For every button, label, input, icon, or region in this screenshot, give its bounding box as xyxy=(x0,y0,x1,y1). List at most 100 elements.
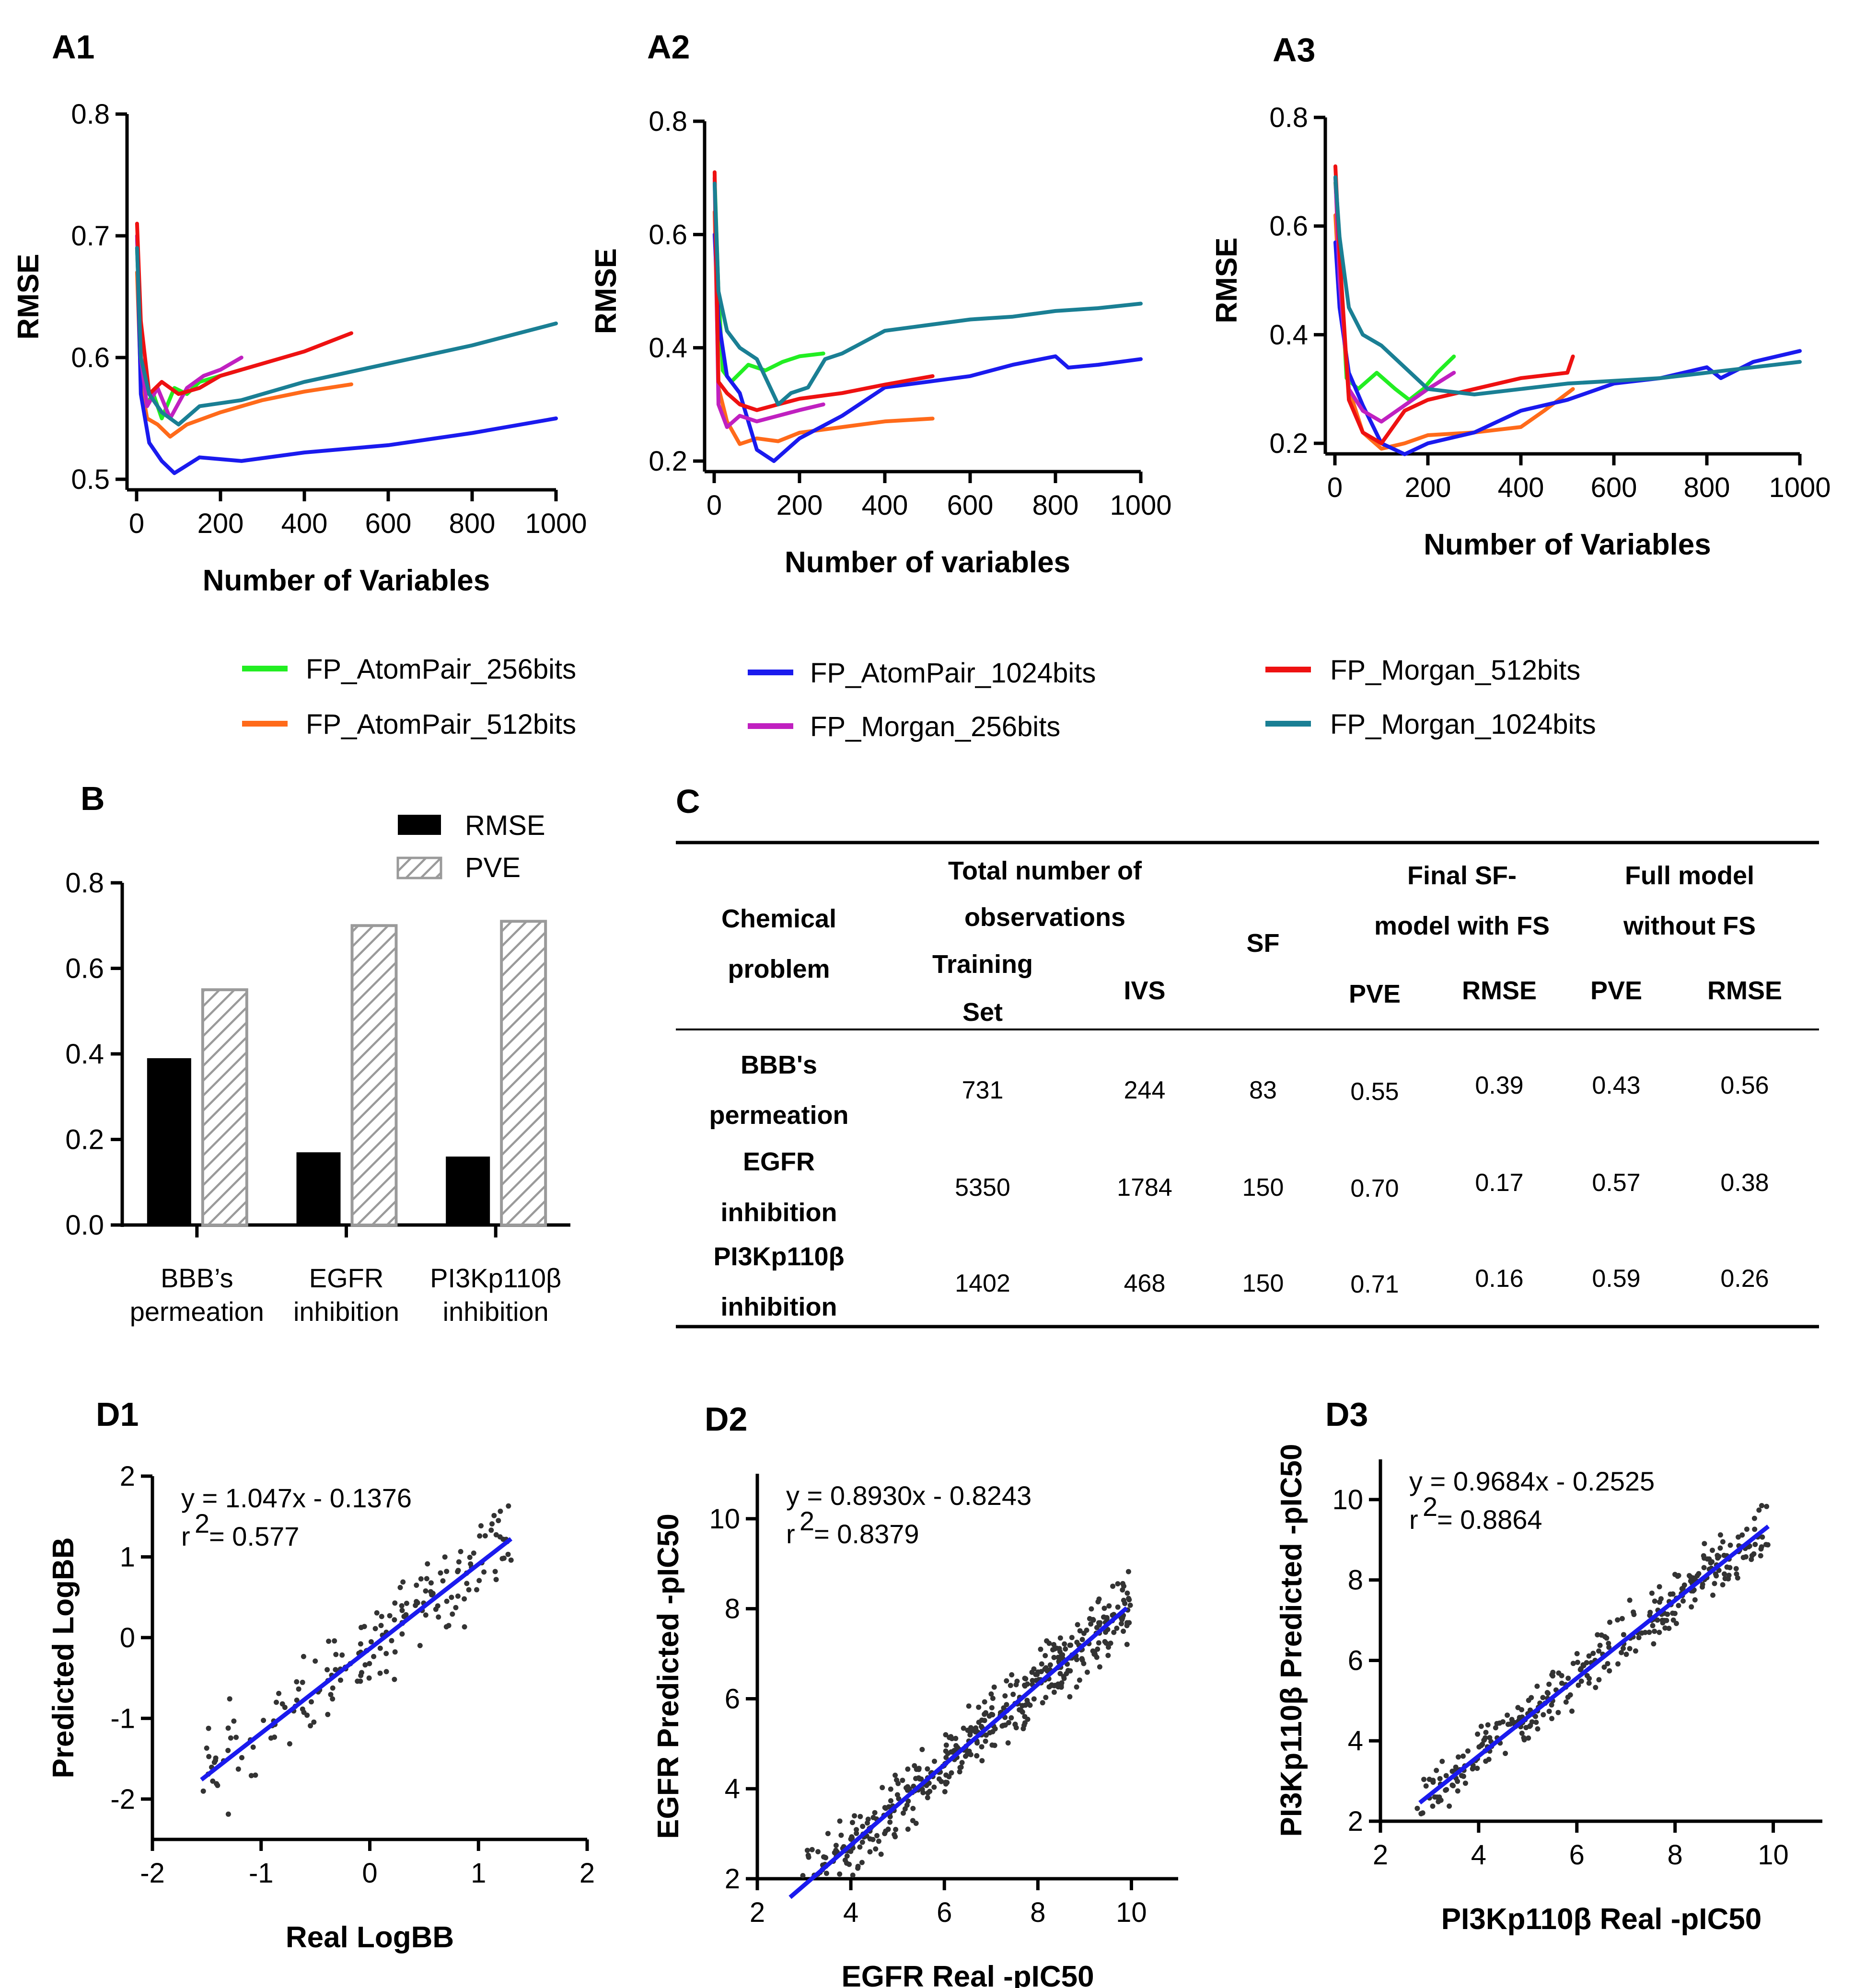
r-squared-label: r xyxy=(181,1521,190,1551)
data-point xyxy=(1096,1640,1101,1646)
y-tick-label: 0.8 xyxy=(71,99,110,130)
x-axis-label: Number of variables xyxy=(785,546,1070,579)
data-point xyxy=(1722,1571,1727,1577)
data-point xyxy=(1565,1676,1571,1681)
x-tick-label: 8 xyxy=(1030,1897,1045,1928)
legend-a: FP_AtomPair_256bits FP_AtomPair_512bits … xyxy=(242,654,1596,742)
data-point xyxy=(1031,1666,1037,1672)
data-point xyxy=(225,1725,231,1731)
data-point xyxy=(489,1521,495,1527)
data-point xyxy=(989,1742,995,1748)
cell-pve-fs: 0.70 xyxy=(1350,1175,1399,1202)
data-point xyxy=(887,1819,893,1825)
data-point xyxy=(1443,1773,1449,1779)
data-point xyxy=(887,1814,893,1819)
y-tick-label: 0.5 xyxy=(71,464,110,495)
data-point xyxy=(1652,1629,1657,1634)
data-point xyxy=(1101,1614,1106,1620)
data-point xyxy=(925,1795,930,1801)
data-point xyxy=(973,1725,979,1731)
data-point xyxy=(1051,1654,1057,1660)
data-point xyxy=(976,1704,982,1710)
header-training-1: Training xyxy=(932,950,1033,979)
data-point xyxy=(1105,1653,1111,1658)
data-point xyxy=(1010,1691,1016,1697)
data-point xyxy=(1119,1621,1124,1627)
data-point xyxy=(274,1699,279,1705)
data-point xyxy=(446,1623,452,1629)
data-point xyxy=(415,1600,420,1606)
data-point xyxy=(1430,1803,1436,1809)
data-point xyxy=(1002,1693,1008,1699)
data-point xyxy=(944,1780,950,1785)
data-point xyxy=(328,1692,334,1698)
data-point xyxy=(1519,1707,1525,1712)
data-point xyxy=(1008,1715,1014,1721)
data-point xyxy=(1569,1708,1575,1714)
data-point xyxy=(1664,1618,1669,1623)
data-point xyxy=(1680,1598,1686,1604)
data-point xyxy=(1593,1685,1599,1690)
data-point xyxy=(488,1527,494,1533)
data-point xyxy=(1706,1556,1712,1562)
data-point xyxy=(225,1811,231,1817)
data-point xyxy=(287,1741,292,1746)
data-point xyxy=(857,1814,863,1819)
data-point xyxy=(1619,1616,1625,1621)
data-point xyxy=(1056,1646,1062,1652)
data-point xyxy=(423,1612,429,1618)
data-point xyxy=(1102,1639,1108,1644)
data-point xyxy=(467,1555,473,1560)
y-tick-label: 0.4 xyxy=(65,1039,104,1070)
data-point xyxy=(496,1518,501,1524)
data-point xyxy=(1759,1503,1764,1508)
y-axis-label: PI3Kp110β Predicted -pIC50 xyxy=(1275,1444,1308,1837)
data-point xyxy=(1127,1602,1133,1608)
cell-training: 731 xyxy=(962,1076,1004,1104)
data-point xyxy=(1481,1737,1487,1743)
data-point xyxy=(332,1638,337,1644)
data-point xyxy=(1476,1744,1482,1750)
row-name-1: EGFR xyxy=(743,1147,815,1176)
data-point xyxy=(943,1742,949,1748)
data-point xyxy=(917,1776,923,1782)
y-tick-label: 0.6 xyxy=(71,342,110,373)
data-point xyxy=(1421,1777,1427,1782)
data-point xyxy=(261,1718,267,1723)
data-point xyxy=(482,1533,488,1538)
data-point xyxy=(1726,1576,1731,1582)
data-point xyxy=(1686,1573,1692,1579)
y-axis-label: Predicted LogBB xyxy=(47,1537,80,1779)
data-point xyxy=(1069,1635,1075,1641)
data-point xyxy=(983,1738,988,1744)
x-tick-label: 6 xyxy=(937,1897,952,1928)
data-point xyxy=(1529,1695,1534,1700)
data-point xyxy=(374,1610,380,1616)
data-point xyxy=(1088,1621,1094,1627)
data-point xyxy=(978,1723,984,1729)
data-point xyxy=(1646,1630,1652,1635)
x-tick-label: 400 xyxy=(1498,472,1544,503)
data-point xyxy=(239,1755,244,1760)
cell-sf: 150 xyxy=(1242,1174,1284,1202)
data-point xyxy=(1556,1670,1562,1676)
data-point xyxy=(1633,1648,1638,1654)
data-point xyxy=(854,1827,859,1833)
data-point xyxy=(444,1598,450,1604)
data-point xyxy=(1739,1532,1745,1538)
data-point xyxy=(1621,1645,1626,1651)
data-point xyxy=(1478,1723,1484,1729)
panel-label-d3: D3 xyxy=(1325,1396,1368,1433)
r-squared-exponent: 2 xyxy=(800,1506,814,1536)
x-tick-label: 400 xyxy=(281,508,328,539)
row-name-1: BBB's xyxy=(741,1051,817,1079)
x-tick-label: 200 xyxy=(197,508,244,539)
data-point xyxy=(296,1686,301,1692)
category-label: permeation xyxy=(130,1296,264,1327)
y-tick-label: 0 xyxy=(120,1622,135,1653)
r-squared-exponent: 2 xyxy=(1423,1491,1437,1522)
data-point xyxy=(990,1696,996,1701)
data-point xyxy=(325,1711,331,1717)
data-point xyxy=(806,1854,811,1860)
